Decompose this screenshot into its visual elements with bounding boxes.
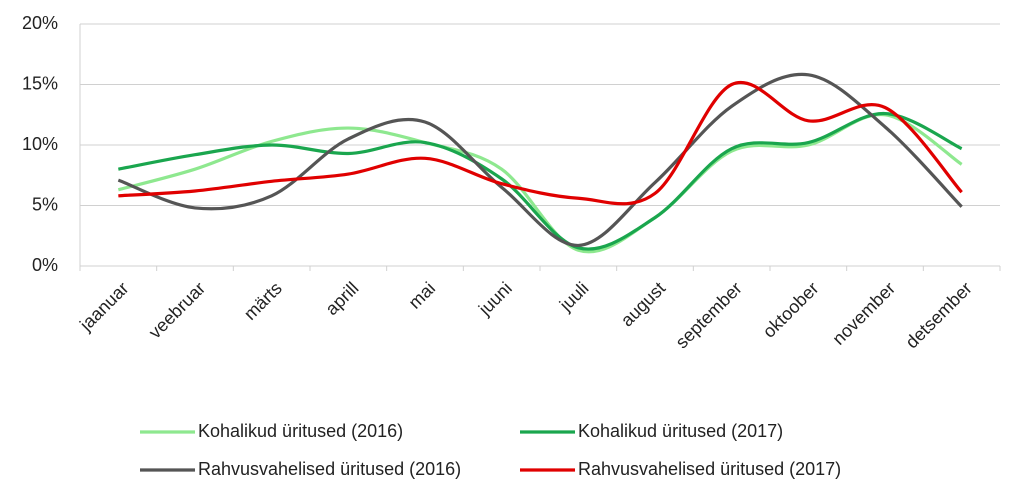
legend-label: Rahvusvahelised üritused (2016) (198, 459, 461, 479)
x-tick-label: november (828, 278, 899, 349)
y-tick-label: 5% (32, 194, 58, 214)
y-tick-label: 15% (22, 73, 58, 93)
x-tick-label: august (617, 278, 669, 330)
x-tick-label: detsember (902, 278, 976, 352)
x-tick-label: juuni (474, 278, 516, 320)
legend-label: Rahvusvahelised üritused (2017) (578, 459, 841, 479)
x-tick-label: september (672, 278, 746, 352)
x-tick-label: märts (240, 278, 286, 324)
line-series (118, 111, 963, 251)
x-tick-label: veebruar (145, 278, 209, 342)
y-tick-label: 10% (22, 134, 58, 154)
x-tick-label: jaanuar (75, 278, 132, 335)
x-tick-label: juuli (555, 278, 592, 315)
line-series (118, 80, 963, 206)
y-tick-label: 20% (22, 13, 58, 33)
line-series (117, 72, 963, 248)
legend-label: Kohalikud üritused (2017) (578, 421, 783, 441)
x-tick-label: aprill (321, 278, 362, 319)
x-tick-label: mai (405, 278, 440, 313)
x-tick-label: oktoober (759, 278, 823, 342)
legend-label: Kohalikud üritused (2016) (198, 421, 403, 441)
y-tick-label: 0% (32, 255, 58, 275)
